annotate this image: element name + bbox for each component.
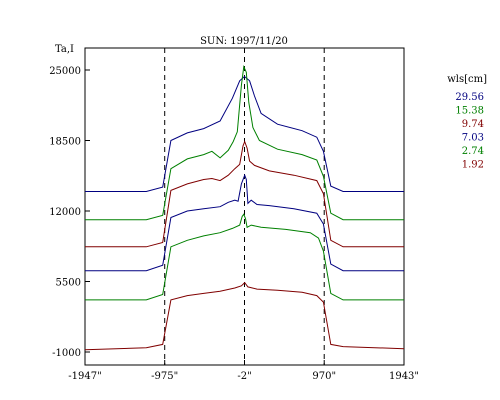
x-tick-label: 1943" — [389, 371, 419, 382]
y-tick-label: -1000 — [52, 348, 81, 359]
y-tick-label: 5500 — [56, 278, 81, 289]
series-line-7-03 — [85, 173, 404, 272]
reference-lines — [164, 48, 325, 365]
series-line-2-74 — [85, 213, 404, 301]
x-axis-ticks: -1947" -975" -2" 970" 1943" — [68, 360, 419, 382]
y-axis-ticks: 25000 18500 12000 5500 -1000 — [49, 66, 90, 359]
series-line-1-92 — [84, 281, 405, 351]
x-tick-label: -2" — [237, 371, 251, 382]
y-tick-label: 18500 — [49, 137, 81, 148]
legend: 29.56 15.38 9.74 7.03 2.74 1.92 — [455, 92, 484, 171]
x-tick-label: -975" — [151, 371, 178, 382]
series-line-9-74 — [85, 140, 404, 248]
legend-entry-29-56: 29.56 — [455, 92, 484, 103]
legend-entry-9-74: 9.74 — [462, 119, 484, 130]
series-lines — [84, 64, 405, 351]
legend-entry-7-03: 7.03 — [462, 133, 484, 144]
legend-entry-15-38: 15.38 — [455, 106, 484, 117]
x-tick-label: -1947" — [68, 371, 101, 382]
chart-title: SUN: 1997/11/20 — [200, 36, 288, 47]
series-line-15-38 — [85, 64, 404, 221]
y-axis-label: Ta,I — [55, 44, 74, 55]
y-tick-label: 12000 — [49, 207, 81, 218]
legend-entry-1-92: 1.92 — [462, 160, 484, 171]
x-tick-label: 970" — [312, 371, 336, 382]
y-tick-label: 25000 — [49, 66, 81, 77]
legend-entry-2-74: 2.74 — [462, 146, 484, 157]
legend-title: wls[cm] — [447, 74, 487, 85]
